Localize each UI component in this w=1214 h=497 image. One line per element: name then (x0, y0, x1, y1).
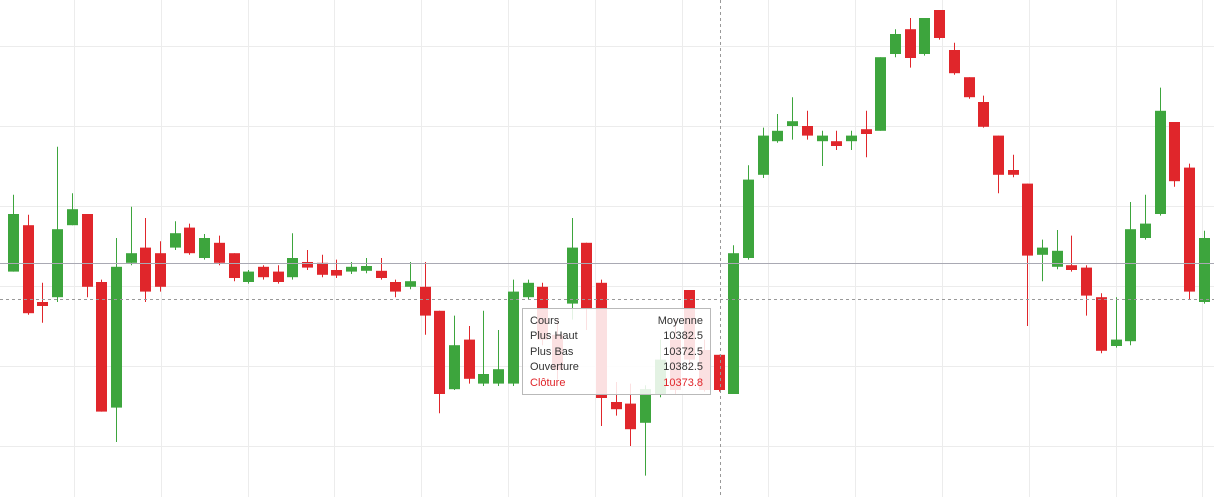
candle-body (964, 77, 975, 98)
tooltip-row: Plus Haut 10382.5 (530, 329, 703, 344)
candle-body (949, 50, 960, 74)
candle-body (287, 258, 298, 278)
candle-body (1096, 297, 1107, 351)
candle-body (464, 339, 475, 379)
candle-body (934, 10, 945, 38)
candle-body (170, 233, 181, 248)
candle-body (523, 282, 534, 298)
candle-body (37, 302, 48, 306)
tooltip-header-label: Cours (530, 315, 560, 327)
candle-body (817, 135, 828, 142)
candle-body (743, 179, 754, 258)
tooltip-value: 10373.8 (663, 376, 703, 389)
candle-body (478, 374, 489, 384)
candle-body (861, 129, 872, 134)
candle-body (567, 247, 578, 304)
candle-body (1140, 223, 1151, 238)
tooltip-value: 10382.5 (663, 361, 703, 374)
candle-body (728, 253, 739, 394)
candle-body (361, 266, 372, 271)
candle-body (302, 262, 313, 268)
candle-body (184, 227, 195, 254)
candle-body (1052, 250, 1063, 267)
candle-body (155, 253, 166, 287)
candle-body (905, 29, 916, 58)
tooltip-value: 10382.5 (663, 330, 703, 343)
tooltip: Cours Moyenne Plus Haut 10382.5 Plus Bas… (522, 308, 711, 395)
candle-body (1155, 110, 1166, 214)
candle-body (758, 135, 769, 175)
candle-body (376, 270, 387, 278)
candle-body (390, 282, 401, 292)
candle-body (1037, 247, 1048, 255)
candle-body (1125, 229, 1136, 342)
candle-body (111, 266, 122, 408)
candle-body (625, 403, 636, 430)
candle-body (772, 130, 783, 142)
candle-body (1022, 183, 1033, 256)
candle-body (258, 266, 269, 278)
candle-body (581, 242, 592, 310)
candle-body (831, 141, 842, 146)
candle-body (1184, 167, 1195, 292)
candle-body (420, 286, 431, 316)
tooltip-label: Plus Haut (530, 330, 578, 343)
candle-body (1169, 122, 1180, 182)
candle-body (611, 402, 622, 410)
tooltip-header: Cours Moyenne (530, 314, 703, 329)
tooltip-row: Plus Bas 10372.5 (530, 345, 703, 360)
candle-body (978, 102, 989, 127)
candle-body (919, 18, 930, 54)
tooltip-label: Plus Bas (530, 345, 574, 358)
tooltip-label: Clôture (530, 376, 566, 389)
tooltip-label: Ouverture (530, 361, 579, 374)
candle-body (199, 238, 210, 258)
candle-body (890, 34, 901, 54)
candle-body (96, 282, 107, 412)
candle-body (875, 57, 886, 131)
tooltip-header-value: Moyenne (657, 315, 703, 327)
candle-body (8, 214, 19, 272)
candle-body (1081, 267, 1092, 296)
candle-body (508, 291, 519, 384)
candle-body (434, 310, 445, 394)
candle-body (787, 121, 798, 126)
candle-body (802, 126, 813, 136)
candle-body (1199, 238, 1210, 302)
candle-body (317, 262, 328, 275)
candle-body (1111, 339, 1122, 346)
candle-body (214, 242, 225, 263)
tooltip-value: 10372.5 (663, 345, 703, 358)
tooltip-row: Ouverture 10382.5 (530, 360, 703, 375)
candle-body (493, 369, 504, 384)
candle-body (243, 271, 254, 282)
candle-body (846, 135, 857, 142)
candle-body (229, 253, 240, 278)
candle-body (640, 389, 651, 423)
candle-body (714, 354, 725, 390)
candle-body (346, 266, 357, 272)
candle-body (449, 345, 460, 390)
candle-body (126, 253, 137, 263)
candle-body (993, 135, 1004, 175)
candle-body (273, 271, 284, 282)
candle-body (1066, 265, 1077, 270)
candle-body (82, 214, 93, 287)
candle-body (23, 225, 34, 314)
candle-body (405, 281, 416, 287)
candle-body (67, 209, 78, 226)
candle-body (140, 247, 151, 292)
candle-body (1008, 170, 1019, 175)
candle-body (331, 270, 342, 276)
tooltip-row: Clôture 10373.8 (530, 376, 703, 391)
